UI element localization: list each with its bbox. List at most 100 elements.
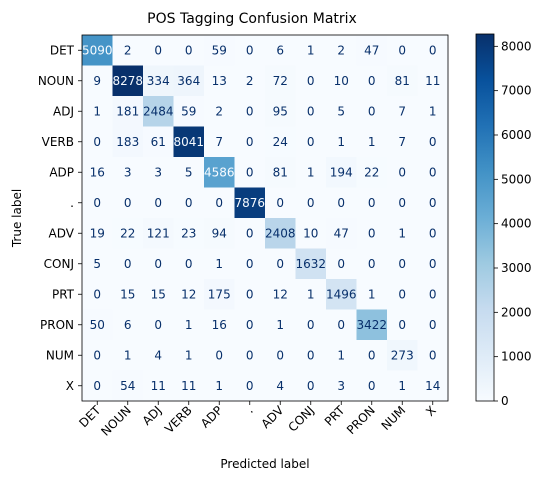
heatmap-cell [112,370,144,402]
cell-value-label: 11 [181,379,196,393]
cell-value-label: 0 [368,104,376,118]
cell-value-label: 22 [364,165,379,179]
cell-value-label: 5090 [82,43,113,57]
cell-value-label: 0 [307,104,315,118]
cell-value-label: 7876 [234,196,265,210]
cell-value-label: 0 [429,318,437,332]
cell-value-label: 0 [246,257,254,271]
cell-value-label: 61 [151,135,166,149]
cell-value-label: 0 [246,43,254,57]
heatmap-cell [82,157,113,188]
heatmap-cell [143,279,174,310]
heatmap-cell [234,340,266,371]
cell-value-label: 0 [398,165,406,179]
cell-value-label: 10 [303,226,318,240]
cell-value-label: 0 [246,135,254,149]
heatmap-cell [143,218,174,249]
colorbar-tick-label: 1000 [501,350,532,364]
y-tick-label: CONJ [44,257,74,271]
y-tick-label: PRT [52,287,75,301]
heatmap-cell [112,218,144,249]
cell-value-label: 0 [246,318,254,332]
heatmap-cell [234,279,266,310]
heatmap-cell [326,309,357,341]
heatmap-cell [204,65,235,97]
cell-value-label: 2408 [265,226,296,240]
colorbar-tick-label: 5000 [501,172,532,186]
cell-value-label: 0 [398,257,406,271]
heatmap-cell [265,96,296,127]
cell-value-label: 1 [307,287,315,301]
cell-value-label: 1 [276,318,284,332]
heatmap-cell [143,248,174,280]
cell-value-label: 11 [425,74,440,88]
cell-value-label: 3422 [356,318,387,332]
cell-value-label: 0 [368,348,376,362]
heatmap-cell [295,96,327,127]
heatmap-cell [417,309,449,341]
cell-value-label: 334 [147,74,170,88]
heatmap-cell [295,35,327,66]
heatmap-cell [234,248,266,280]
y-tick-label: VERB [42,135,74,149]
heatmap-cell [326,340,357,371]
colorbar-tick-label: 6000 [501,128,532,142]
cell-value-label: 6 [276,43,284,57]
heatmap-cell [326,218,357,249]
heatmap-cell [204,370,235,402]
cell-value-label: 0 [93,135,101,149]
cell-value-label: 181 [116,104,139,118]
cell-value-label: 1 [337,135,345,149]
heatmap-cell [112,187,144,219]
heatmap-cell [173,309,205,341]
heatmap-cell [265,126,296,158]
cell-value-label: 59 [181,104,196,118]
heatmap-cell [234,218,266,249]
x-axis-label: Predicted label [220,457,309,471]
cell-value-label: 1632 [295,257,326,271]
colorbar-tick-label: 2000 [501,305,532,319]
cell-value-label: 0 [215,196,223,210]
plot-frame [81,34,449,402]
cell-value-label: 47 [364,43,379,57]
heatmap-cell [295,187,327,219]
cell-value-label: 13 [212,74,227,88]
heatmap-cell [112,126,144,158]
y-axis-ticks: DET NOUN ADJ VERB ADP. ADV CONJ PRT PRON NUM X [38,43,82,393]
x-tick-label: X [423,403,439,419]
heatmap-cell [326,35,357,66]
heatmap-cell [417,370,449,402]
y-tick-label: ADP [49,165,74,179]
cell-value-label: 1 [368,135,376,149]
cell-value-label: 2 [337,43,345,57]
heatmap-cell [82,35,113,66]
cell-value-label: 0 [398,287,406,301]
x-tick-label: ADV [258,403,286,431]
heatmap-cell [234,157,266,188]
heatmap-cell [326,279,357,310]
cell-value-label: 23 [181,226,196,240]
heatmap-cell [204,187,235,219]
cell-value-label: 1496 [326,287,357,301]
heatmap-cell [143,126,174,158]
heatmap-cell [356,96,388,127]
cell-value-label: 183 [116,135,139,149]
cell-value-label: 2 [124,43,132,57]
cell-value-label: 0 [307,196,315,210]
cell-value-label: 3 [154,165,162,179]
heatmap-cell [295,126,327,158]
heatmap-cell [234,65,266,97]
y-tick-label: NOUN [38,74,74,88]
cell-value-label: 1 [368,287,376,301]
heatmap-cell [112,96,144,127]
cell-value-label: 0 [429,165,437,179]
heatmap-cell [82,309,113,341]
cell-value-label: 0 [246,287,254,301]
cell-value-label: 3 [337,379,345,393]
y-tick-label: X [66,379,74,393]
cell-value-label: 1 [215,257,223,271]
cell-value-label: 10 [334,74,349,88]
cell-value-label: 0 [154,196,162,210]
heatmap-cell [387,340,418,371]
cell-value-label: 7 [398,104,406,118]
